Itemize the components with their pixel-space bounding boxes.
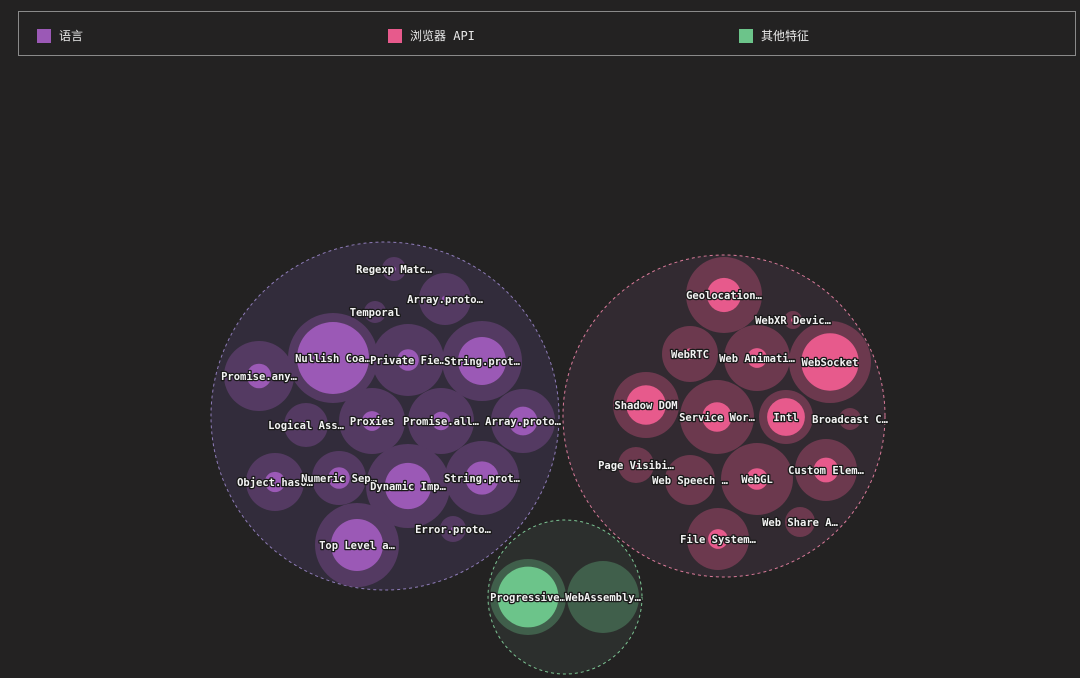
bubble-inner	[384, 462, 432, 510]
bubble-label: File System…	[680, 534, 757, 546]
bubble-label: Dynamic Imp…	[370, 481, 447, 493]
legend-swatch-browser-api	[388, 28, 402, 43]
bubble-label: Numeric Sep…	[301, 473, 378, 485]
bubble-inner	[626, 385, 666, 425]
bubble-inner	[246, 363, 272, 389]
bubble-inner	[451, 527, 455, 531]
legend-label-browser-api: 浏览器 API	[410, 29, 475, 43]
legend-swatch-language	[37, 28, 51, 43]
bubble-inner	[508, 406, 538, 436]
legend-item-other-features[interactable]: 其他特征	[739, 27, 809, 44]
bubble-inner	[706, 277, 742, 313]
bubble-label: Geolocation…	[686, 290, 763, 302]
bubble-inner	[813, 457, 839, 483]
bubble-inner	[801, 333, 859, 391]
bubble-label: Page Visibi…	[598, 460, 675, 472]
bubble-label: String.prot…	[444, 473, 521, 485]
bubble-label: WebGL	[741, 474, 773, 486]
bubble-inner	[747, 348, 767, 368]
bubble-label: Web Share A…	[762, 517, 839, 529]
bubble-label: Promise.any…	[221, 371, 298, 383]
bubble-label: Web Speech …	[652, 475, 729, 487]
bubble-inner	[431, 411, 451, 431]
bubble-label: Logical Ass…	[268, 420, 345, 432]
bubble-inner	[458, 337, 506, 385]
bubble-label: Top Level a…	[319, 540, 396, 552]
bubble-inner	[708, 529, 728, 549]
bubble-inner	[767, 398, 805, 436]
bubble-label: WebXR Devic…	[755, 315, 832, 327]
bubble-inner	[301, 420, 311, 430]
bubble-inner	[362, 411, 382, 431]
bubble-label: Object.hasO…	[237, 477, 314, 489]
legend-swatch-other-features	[739, 28, 753, 43]
bubble-label: Nullish Coa…	[295, 353, 372, 365]
bubble-inner	[848, 417, 852, 421]
bubble-inner	[330, 518, 384, 572]
legend-label-other-features: 其他特征	[761, 29, 810, 43]
bubble-label: Proxies	[350, 416, 394, 428]
bubble-inner	[297, 322, 369, 394]
legend-item-browser-api[interactable]: 浏览器 API	[388, 27, 475, 44]
bubble-inner	[631, 460, 641, 470]
bubble-label: Service Wor…	[679, 412, 756, 424]
bubble-label: String.prot…	[444, 356, 521, 368]
bubble-label: Regexp Matc…	[356, 264, 433, 276]
bubble-label: Private Fie…	[370, 355, 447, 367]
bubble-inner	[601, 595, 605, 599]
bubble-label: WebSocket	[802, 357, 859, 369]
bubble-inner	[702, 402, 732, 432]
bubble-label: WebAssembly…	[565, 592, 642, 604]
bubble-inner	[798, 520, 802, 524]
bubble-inner	[465, 461, 499, 495]
bubble-label: Temporal	[350, 307, 401, 319]
bubble-label: Promise.all…	[403, 416, 480, 428]
bubble-label: Array.proto…	[485, 416, 562, 428]
legend-label-language: 语言	[59, 29, 84, 43]
bubble-label: Broadcast C…	[812, 414, 889, 426]
bubble-inner	[746, 468, 768, 490]
legend-item-language[interactable]: 语言	[37, 27, 83, 44]
bubble-label: Web Animati…	[719, 353, 796, 365]
bubble-inner	[684, 348, 696, 360]
bubble-inner	[264, 471, 286, 493]
bubble-label: Intl	[773, 412, 798, 424]
bubble-label: Error.proto…	[415, 524, 492, 536]
bubble-inner	[328, 467, 350, 489]
bubble-label: Array.proto…	[407, 294, 484, 306]
bubble-inner	[391, 266, 397, 272]
bubble-label: Progressive…	[490, 592, 567, 604]
bubble-inner	[791, 318, 795, 322]
bubble-label: Shadow DOM	[614, 400, 677, 412]
bubble-inner	[441, 295, 449, 303]
bubble-inner	[397, 349, 419, 371]
bubble-label: Custom Elem…	[788, 465, 865, 477]
bubble-inner	[497, 566, 559, 628]
bubble-label: WebRTC	[671, 349, 709, 361]
bubble-inner	[688, 478, 692, 482]
legend: 语言 浏览器 API 其他特征	[18, 11, 1076, 56]
bubble-inner	[373, 310, 377, 314]
